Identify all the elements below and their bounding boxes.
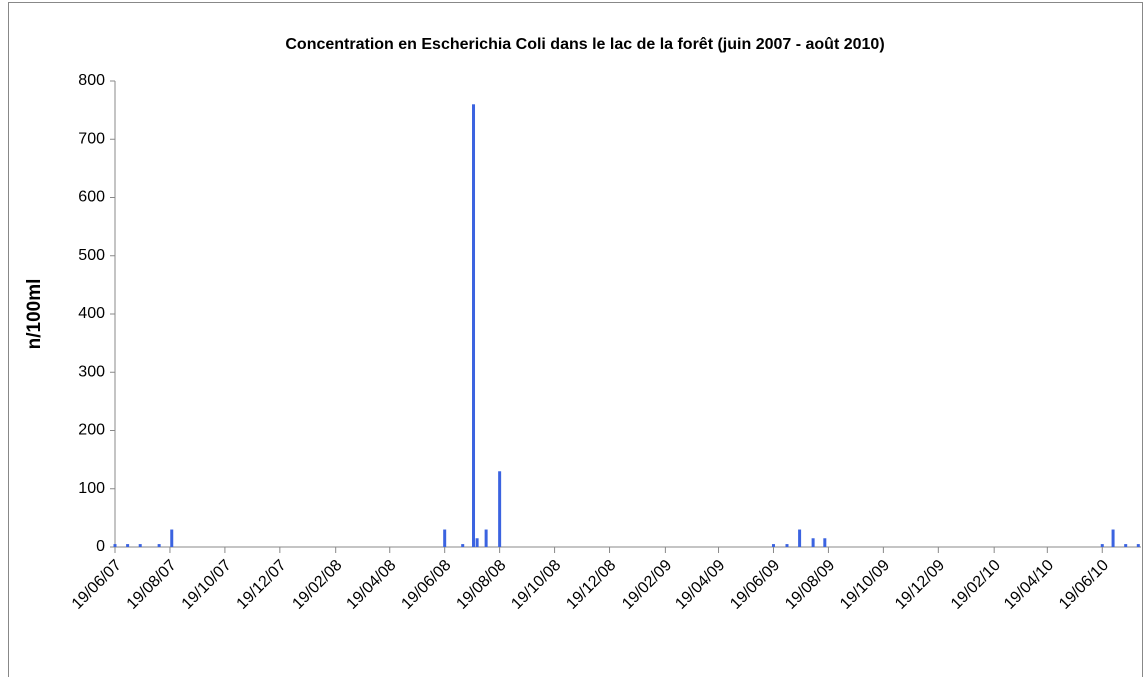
x-tick-label: 19/04/08 — [343, 557, 399, 613]
bar — [475, 538, 479, 547]
bar — [443, 529, 447, 547]
y-tick-label: 100 — [78, 480, 105, 497]
y-tick-label: 400 — [78, 305, 105, 322]
y-tick-label: 800 — [78, 72, 105, 89]
chart-frame — [8, 2, 1143, 677]
x-tick-label: 19/12/09 — [892, 557, 948, 613]
bar — [1136, 544, 1140, 547]
bar — [1124, 544, 1128, 547]
x-tick-label: 19/08/07 — [124, 557, 180, 613]
x-tick-label: 19/02/08 — [289, 557, 345, 613]
chart-title: Concentration en Escherichia Coli dans l… — [285, 36, 884, 53]
y-axis-label: n/100ml — [24, 279, 45, 350]
bar — [170, 529, 174, 547]
bar — [1111, 529, 1115, 547]
y-tick-label: 200 — [78, 422, 105, 439]
x-tick-label: 19/12/08 — [563, 557, 619, 613]
y-tick-label: 500 — [78, 247, 105, 264]
bar — [157, 544, 161, 547]
bar — [138, 544, 142, 547]
bar — [498, 471, 502, 547]
bar — [461, 544, 465, 547]
bar — [472, 104, 476, 548]
x-tick-label: 19/10/08 — [508, 557, 564, 613]
x-tick-label: 19/12/07 — [234, 557, 290, 613]
bar — [126, 544, 130, 547]
bar — [771, 544, 775, 547]
x-tick-label: 19/06/10 — [1056, 557, 1112, 613]
bar — [811, 538, 815, 547]
bar — [1100, 544, 1104, 547]
y-tick-label: 0 — [96, 538, 105, 555]
x-tick-label: 19/02/10 — [948, 557, 1004, 613]
y-tick-label: 600 — [78, 189, 105, 206]
bar — [113, 544, 117, 547]
bar — [823, 538, 827, 547]
x-tick-label: 19/10/09 — [837, 557, 893, 613]
bar — [798, 529, 802, 547]
x-tick-label: 19/04/09 — [672, 557, 728, 613]
x-tick-label: 19/02/09 — [619, 557, 675, 613]
y-tick-label: 300 — [78, 363, 105, 380]
y-tick-label: 700 — [78, 130, 105, 147]
x-tick-label: 19/10/07 — [179, 557, 235, 613]
x-tick-label: 19/08/08 — [453, 557, 509, 613]
bar — [785, 544, 789, 547]
x-tick-label: 19/08/09 — [782, 557, 838, 613]
x-tick-label: 19/06/08 — [398, 557, 454, 613]
x-tick-label: 19/06/09 — [727, 557, 783, 613]
x-tick-label: 19/06/07 — [69, 557, 125, 613]
x-tick-label: 19/04/10 — [1001, 557, 1057, 613]
bar — [484, 529, 488, 547]
